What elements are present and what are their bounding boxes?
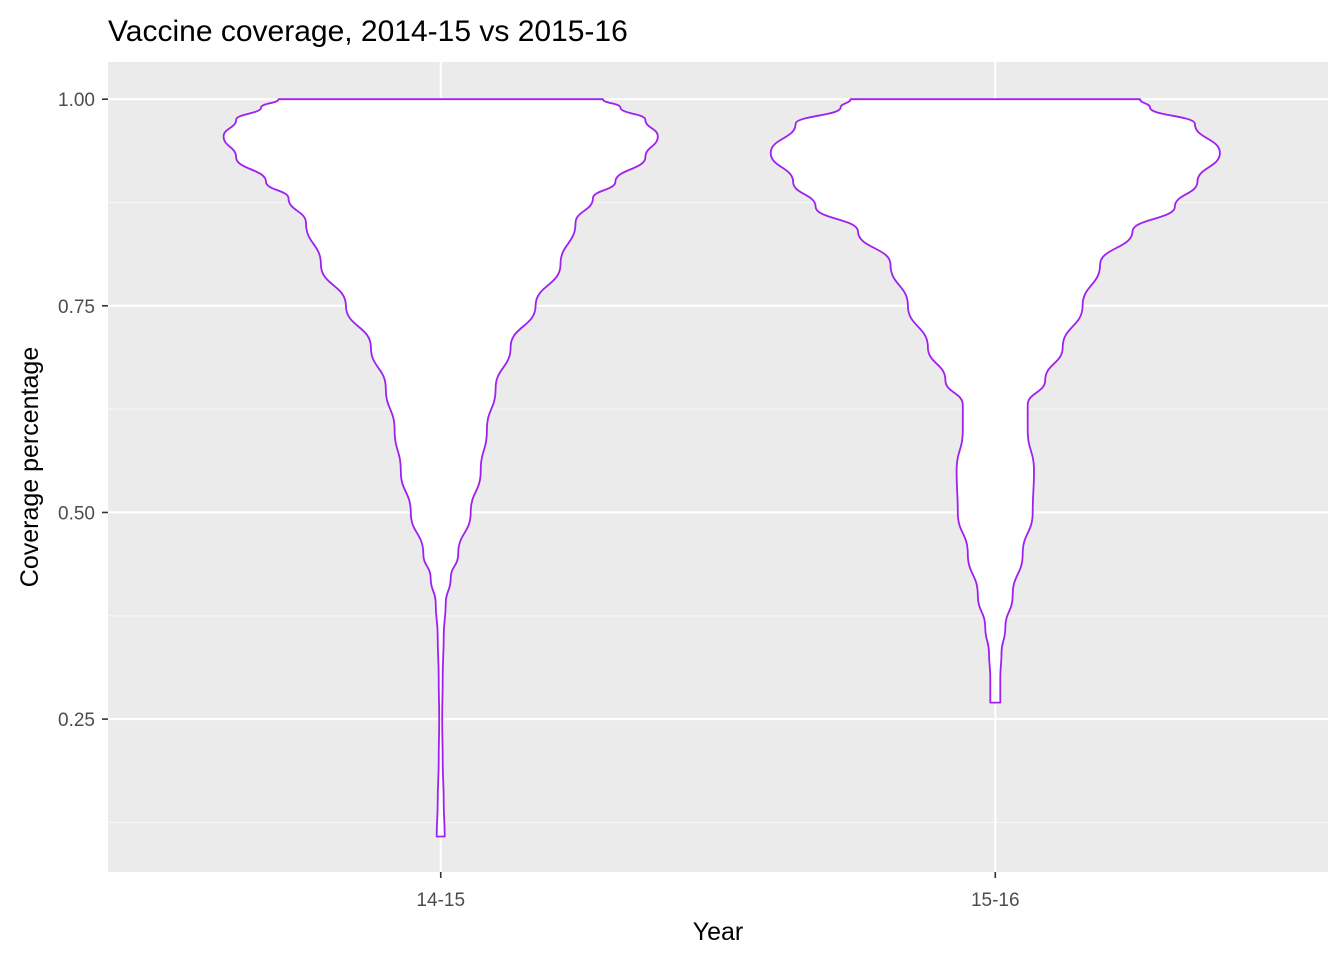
x-axis: 14-15 15-16 (416, 872, 1020, 911)
x-tick-label: 14-15 (416, 890, 465, 911)
x-axis-title: Year (693, 918, 744, 946)
y-axis-title: Coverage percentage (16, 347, 44, 587)
violin-14-15 (222, 98, 659, 838)
y-tick-label: 0.75 (58, 297, 95, 318)
y-tick-label: 1.00 (58, 90, 95, 111)
y-axis: 0.25 0.50 0.75 1.00 (58, 90, 108, 731)
violin-15-16 (769, 98, 1221, 704)
violins (222, 98, 1221, 838)
x-tick-label: 15-16 (971, 890, 1020, 911)
y-tick-label: 0.50 (58, 503, 95, 524)
y-tick-label: 0.25 (58, 710, 95, 731)
chart-title: Vaccine coverage, 2014-15 vs 2015-16 (108, 15, 628, 48)
